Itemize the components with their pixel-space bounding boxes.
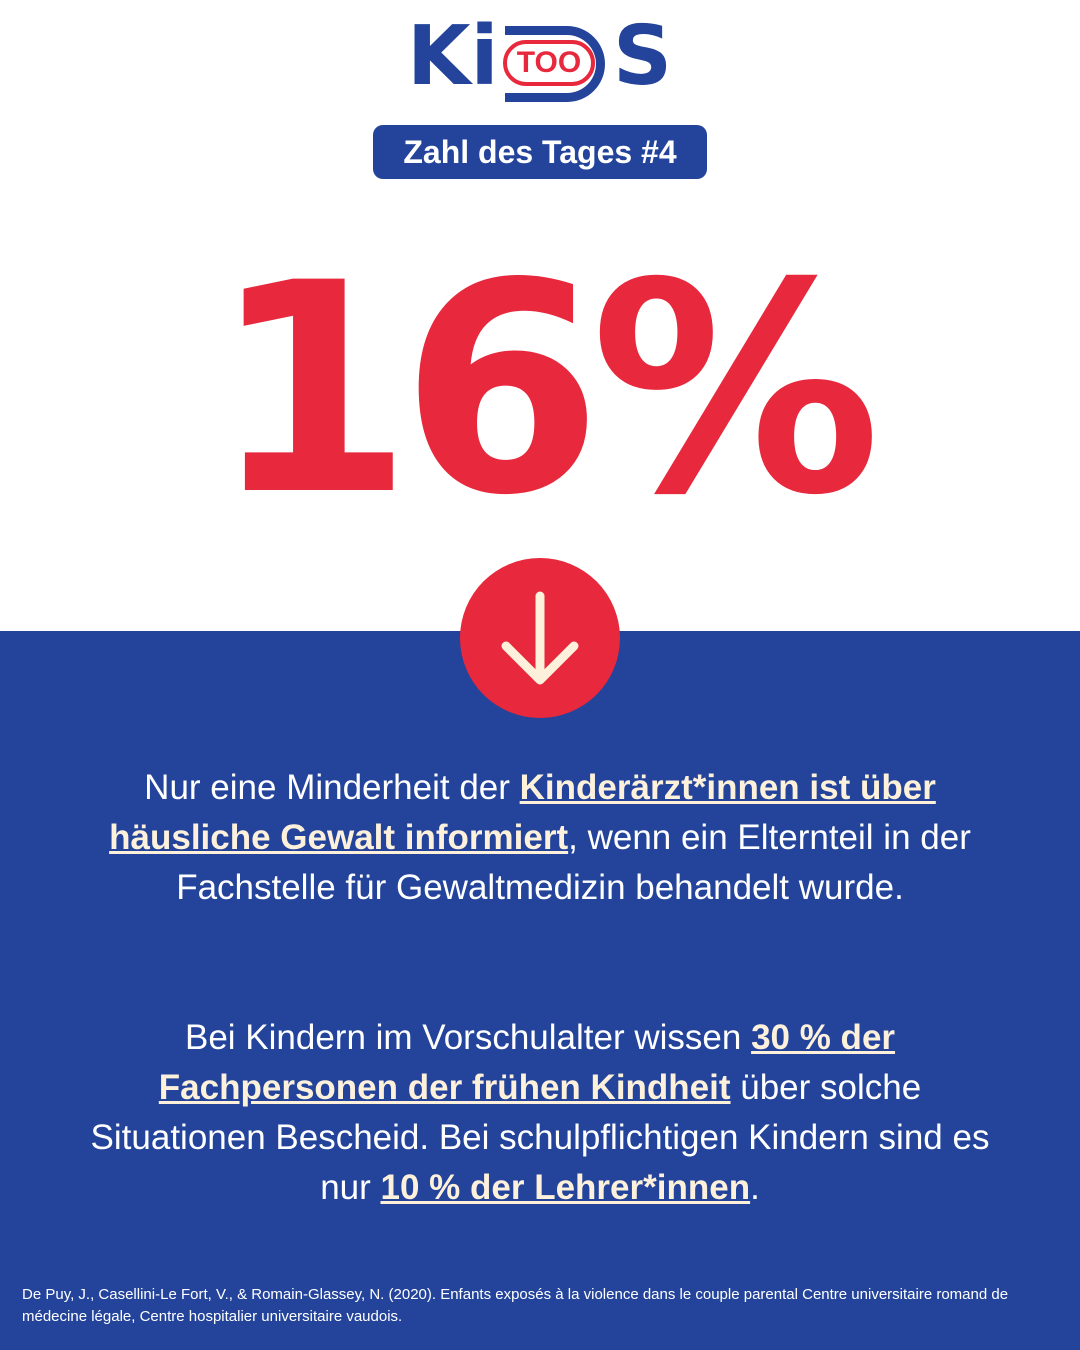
logo-d-shape bbox=[505, 26, 605, 102]
headline-number: 16% bbox=[210, 222, 881, 559]
source-citation: De Puy, J., Casellini-Le Fort, V., & Rom… bbox=[22, 1286, 1009, 1325]
paragraph-1: Nur eine Minderheit der Kinderärzt*innen… bbox=[109, 768, 971, 907]
highlight-early-childhood: 30 % der Fachpersonen der frühen Kindhei… bbox=[158, 1018, 896, 1107]
arrow-down-icon bbox=[460, 558, 620, 718]
top-section bbox=[0, 0, 1080, 631]
highlight-pediatricians: Kinderärzt*innen ist über häusliche Gewa… bbox=[109, 768, 936, 857]
logo-letters-left: Ki bbox=[407, 9, 499, 104]
logo-too: TOO bbox=[503, 40, 595, 86]
logo: Ki TOO S bbox=[405, 12, 675, 102]
paragraph-2: Bei Kindern im Vorschulalter wissen 30 %… bbox=[90, 1018, 990, 1207]
highlight-teachers: 10 % der Lehrer*innen bbox=[380, 1168, 751, 1207]
bottom-section bbox=[0, 631, 1080, 1350]
day-badge: Zahl des Tages #4 bbox=[373, 125, 707, 179]
logo-letters-right: S bbox=[613, 9, 673, 104]
